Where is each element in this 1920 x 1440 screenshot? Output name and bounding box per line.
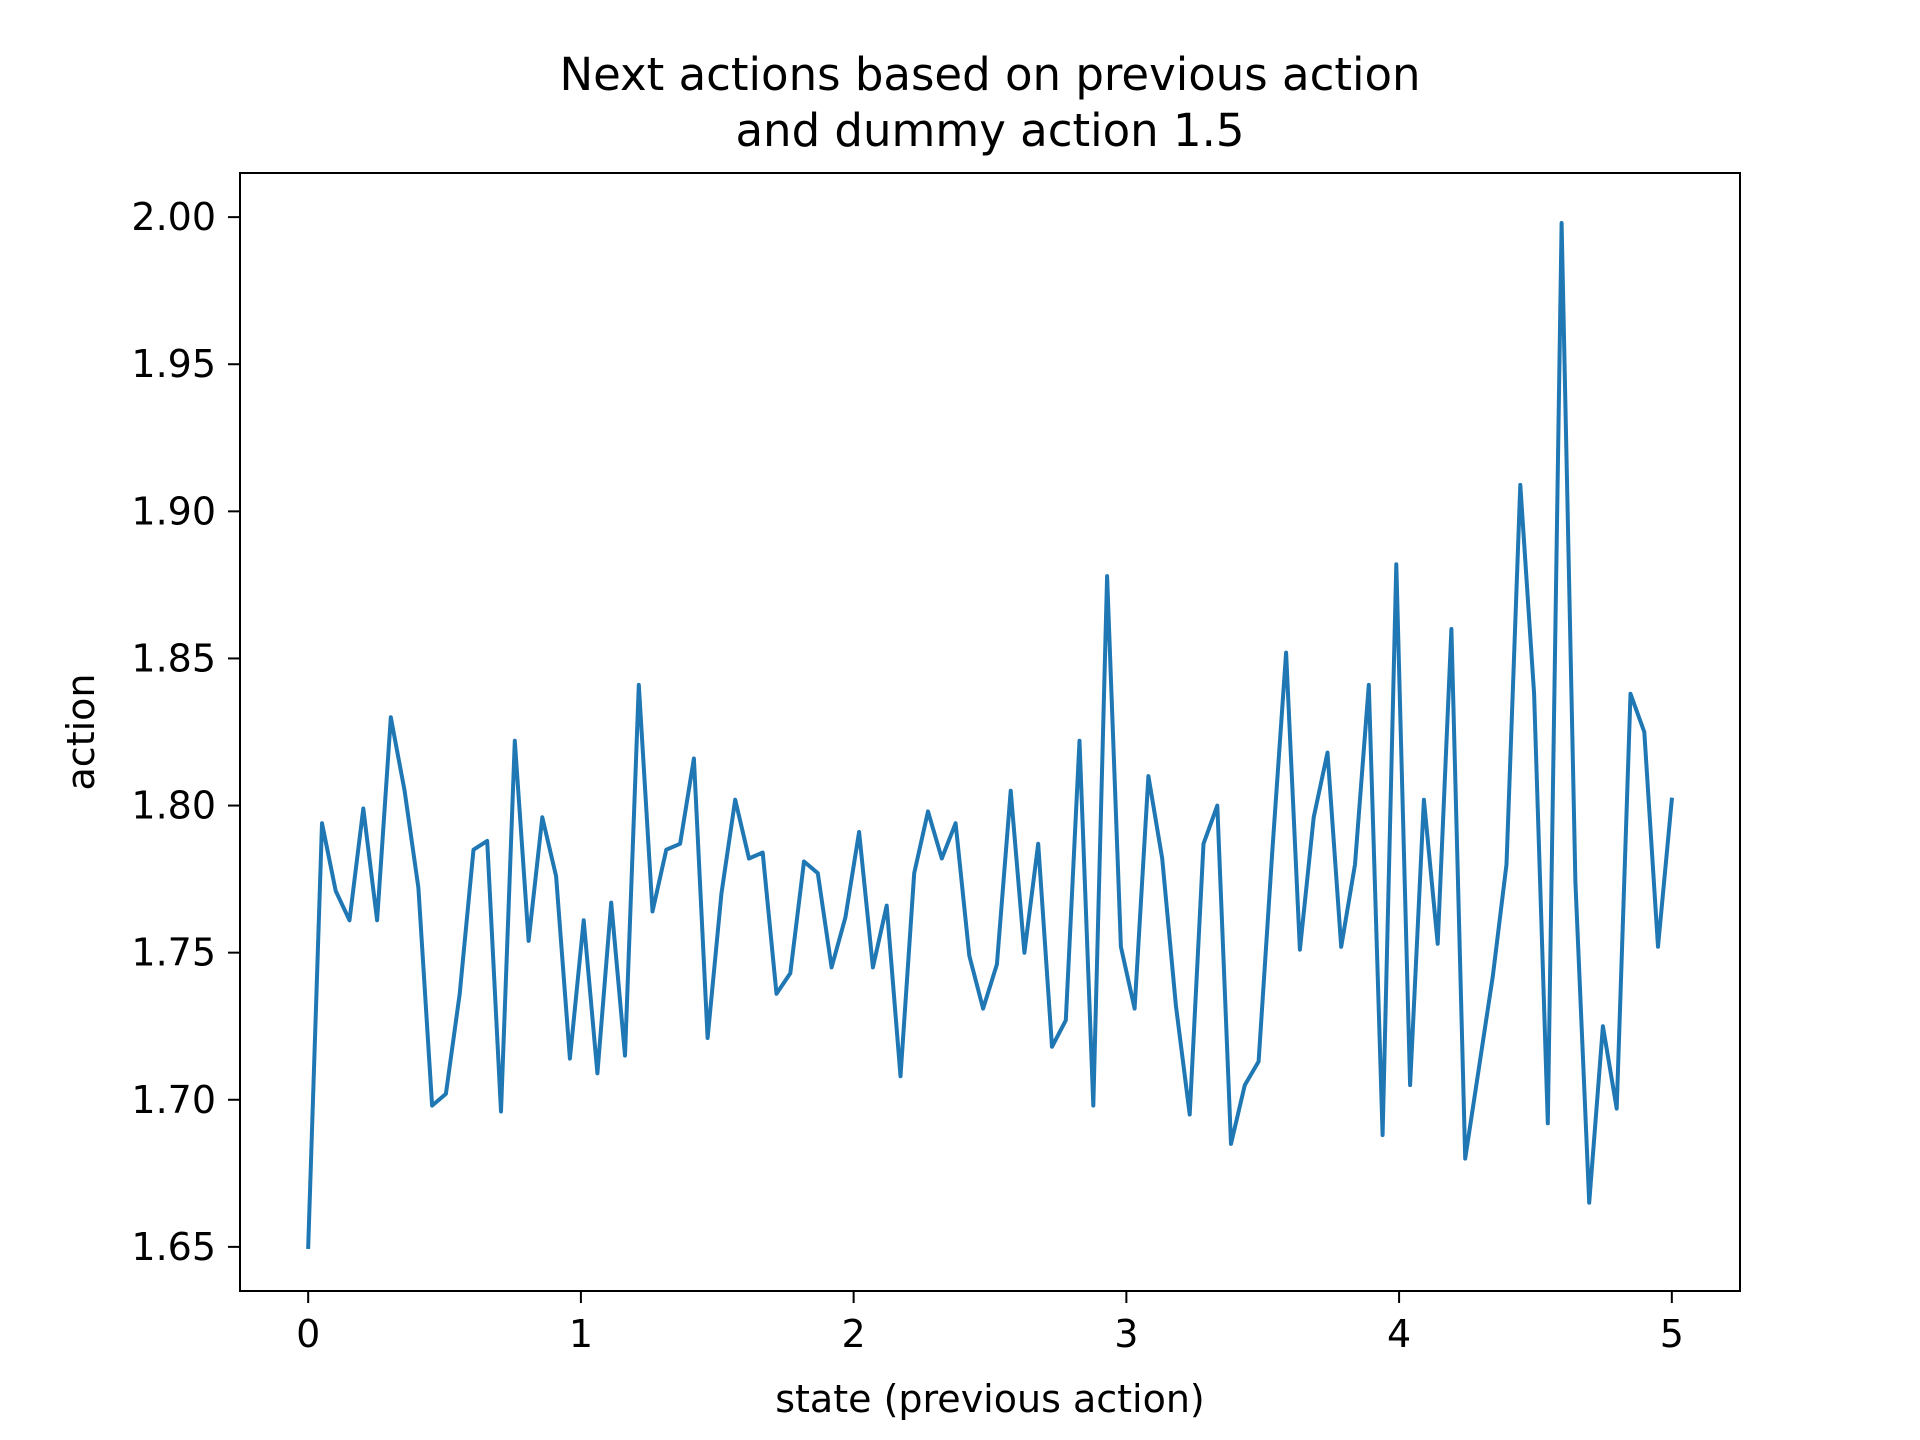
series-line — [306, 221, 1674, 1249]
y-axis-label: action — [59, 674, 103, 791]
x-tick-label: 1 — [569, 1312, 593, 1356]
x-tick-label: 3 — [1114, 1312, 1138, 1356]
axis-ticks: 0 1 2 3 4 5 1.65 1.70 1.75 1.80 1.85 1.90 1.95 2.00 — [131, 195, 1684, 1356]
plot-area-frame — [239, 172, 1741, 1292]
x-tick-label: 2 — [842, 1312, 866, 1356]
y-tick-label: 1.90 — [131, 489, 216, 533]
chart-title-line-1: Next actions based on previous action — [559, 48, 1420, 101]
chart-title-line-2: and dummy action 1.5 — [735, 104, 1244, 157]
y-tick-label: 1.95 — [131, 342, 216, 386]
y-tick-label: 1.75 — [131, 931, 216, 975]
y-tick-label: 1.85 — [131, 636, 216, 680]
y-tick-label: 1.70 — [131, 1078, 216, 1122]
x-tick-label: 0 — [296, 1312, 320, 1356]
x-axis-label: state (previous action) — [775, 1377, 1205, 1421]
y-tick-label: 2.00 — [131, 195, 216, 239]
x-tick-label: 4 — [1387, 1312, 1411, 1356]
y-tick-label: 1.80 — [131, 784, 216, 828]
y-tick-label: 1.65 — [131, 1225, 216, 1269]
x-tick-label: 5 — [1660, 1312, 1684, 1356]
